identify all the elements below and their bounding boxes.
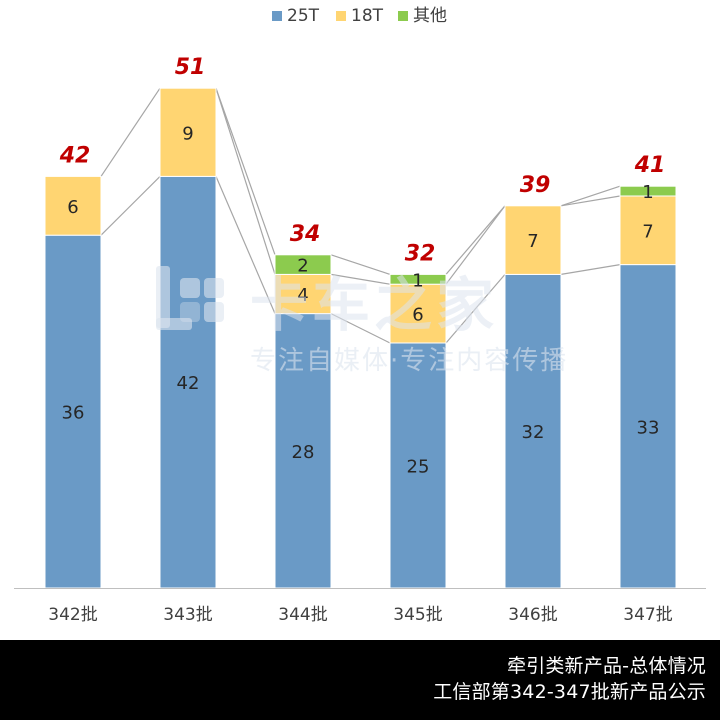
bar-segment [44, 234, 102, 589]
connector-line [215, 176, 276, 314]
bars [44, 87, 677, 589]
legend-item-0: 25T [272, 6, 320, 26]
bar-value-label: 4 [297, 285, 308, 306]
bar-segment [274, 313, 332, 589]
bar-segment [159, 175, 217, 589]
legend-item-1: 18T [336, 6, 384, 26]
bar-value-label: 1 [642, 182, 653, 203]
total-label: 34 [290, 222, 321, 247]
caption-bar: 牵引类新产品-总体情况 工信部第342-347批新产品公示 [0, 640, 720, 720]
bar-segment [389, 273, 447, 285]
x-tick-label: 344批 [278, 605, 327, 625]
caption-line-2: 工信部第342-347批新产品公示 [433, 681, 706, 703]
total-label: 32 [405, 241, 436, 266]
bar-value-label: 33 [637, 417, 660, 438]
legend-swatch [272, 11, 282, 21]
connector-line [100, 175, 161, 236]
connector-lines [100, 87, 621, 344]
bar-segment [274, 254, 332, 275]
bar-segment [619, 264, 677, 589]
bar-segment [619, 185, 677, 197]
x-tick-label: 342批 [48, 605, 97, 625]
x-tick-label: 347批 [623, 605, 672, 625]
bar-value-label: 7 [527, 231, 538, 252]
total-label: 51 [175, 55, 206, 80]
legend-swatch [336, 11, 346, 21]
bar-value-label: 28 [292, 442, 315, 463]
legend-item-2: 其他 [398, 6, 447, 26]
connector-line [330, 254, 391, 275]
total-label: 41 [634, 153, 666, 178]
connector-line [445, 205, 506, 275]
bar-value-label: 7 [642, 221, 653, 242]
connector-line [560, 264, 621, 275]
bar-value-label: 1 [412, 270, 423, 291]
connector-line [215, 87, 276, 256]
bar-segment [389, 283, 447, 344]
connector-line [560, 195, 621, 207]
bar-segment [159, 87, 217, 177]
bar-segment [274, 273, 332, 315]
connector-line [215, 88, 276, 275]
connector-line [445, 205, 506, 285]
bar-value-label: 9 [182, 123, 193, 144]
legend-label: 18T [351, 6, 384, 26]
x-tick-label: 346批 [508, 605, 557, 625]
x-tick-label: 343批 [163, 605, 212, 625]
bar-value-label: 6 [67, 197, 78, 218]
bar-value-label: 32 [522, 422, 545, 443]
legend-label: 25T [287, 6, 320, 26]
bar-value-label: 36 [62, 403, 85, 424]
connector-line [330, 313, 391, 344]
x-axis: 342批 343批 344批 345批 346批 347批 [14, 588, 706, 625]
total-label: 39 [520, 173, 551, 198]
bar-value-label: 6 [412, 305, 423, 326]
legend-label: 其他 [413, 6, 447, 26]
bar-segment [504, 273, 562, 589]
bar-value-label: 42 [177, 373, 200, 394]
bar-value-label: 2 [297, 256, 308, 277]
chart-legend: 25T 18T 其他 [272, 6, 447, 26]
caption-line-1: 牵引类新产品-总体情况 [506, 655, 706, 677]
bar-segment [44, 175, 102, 236]
total-label: 42 [59, 143, 91, 168]
connector-line [445, 274, 506, 344]
stacked-bar-chart: 25T 18T 其他 3664242951284234256132327393371… [14, 6, 706, 625]
legend-swatch [398, 11, 408, 21]
connector-line [100, 87, 161, 177]
connector-line [560, 185, 621, 207]
x-tick-label: 345批 [393, 605, 442, 625]
bar-value-label: 25 [407, 457, 430, 478]
bar-segment [504, 205, 562, 275]
connector-line [330, 273, 391, 285]
